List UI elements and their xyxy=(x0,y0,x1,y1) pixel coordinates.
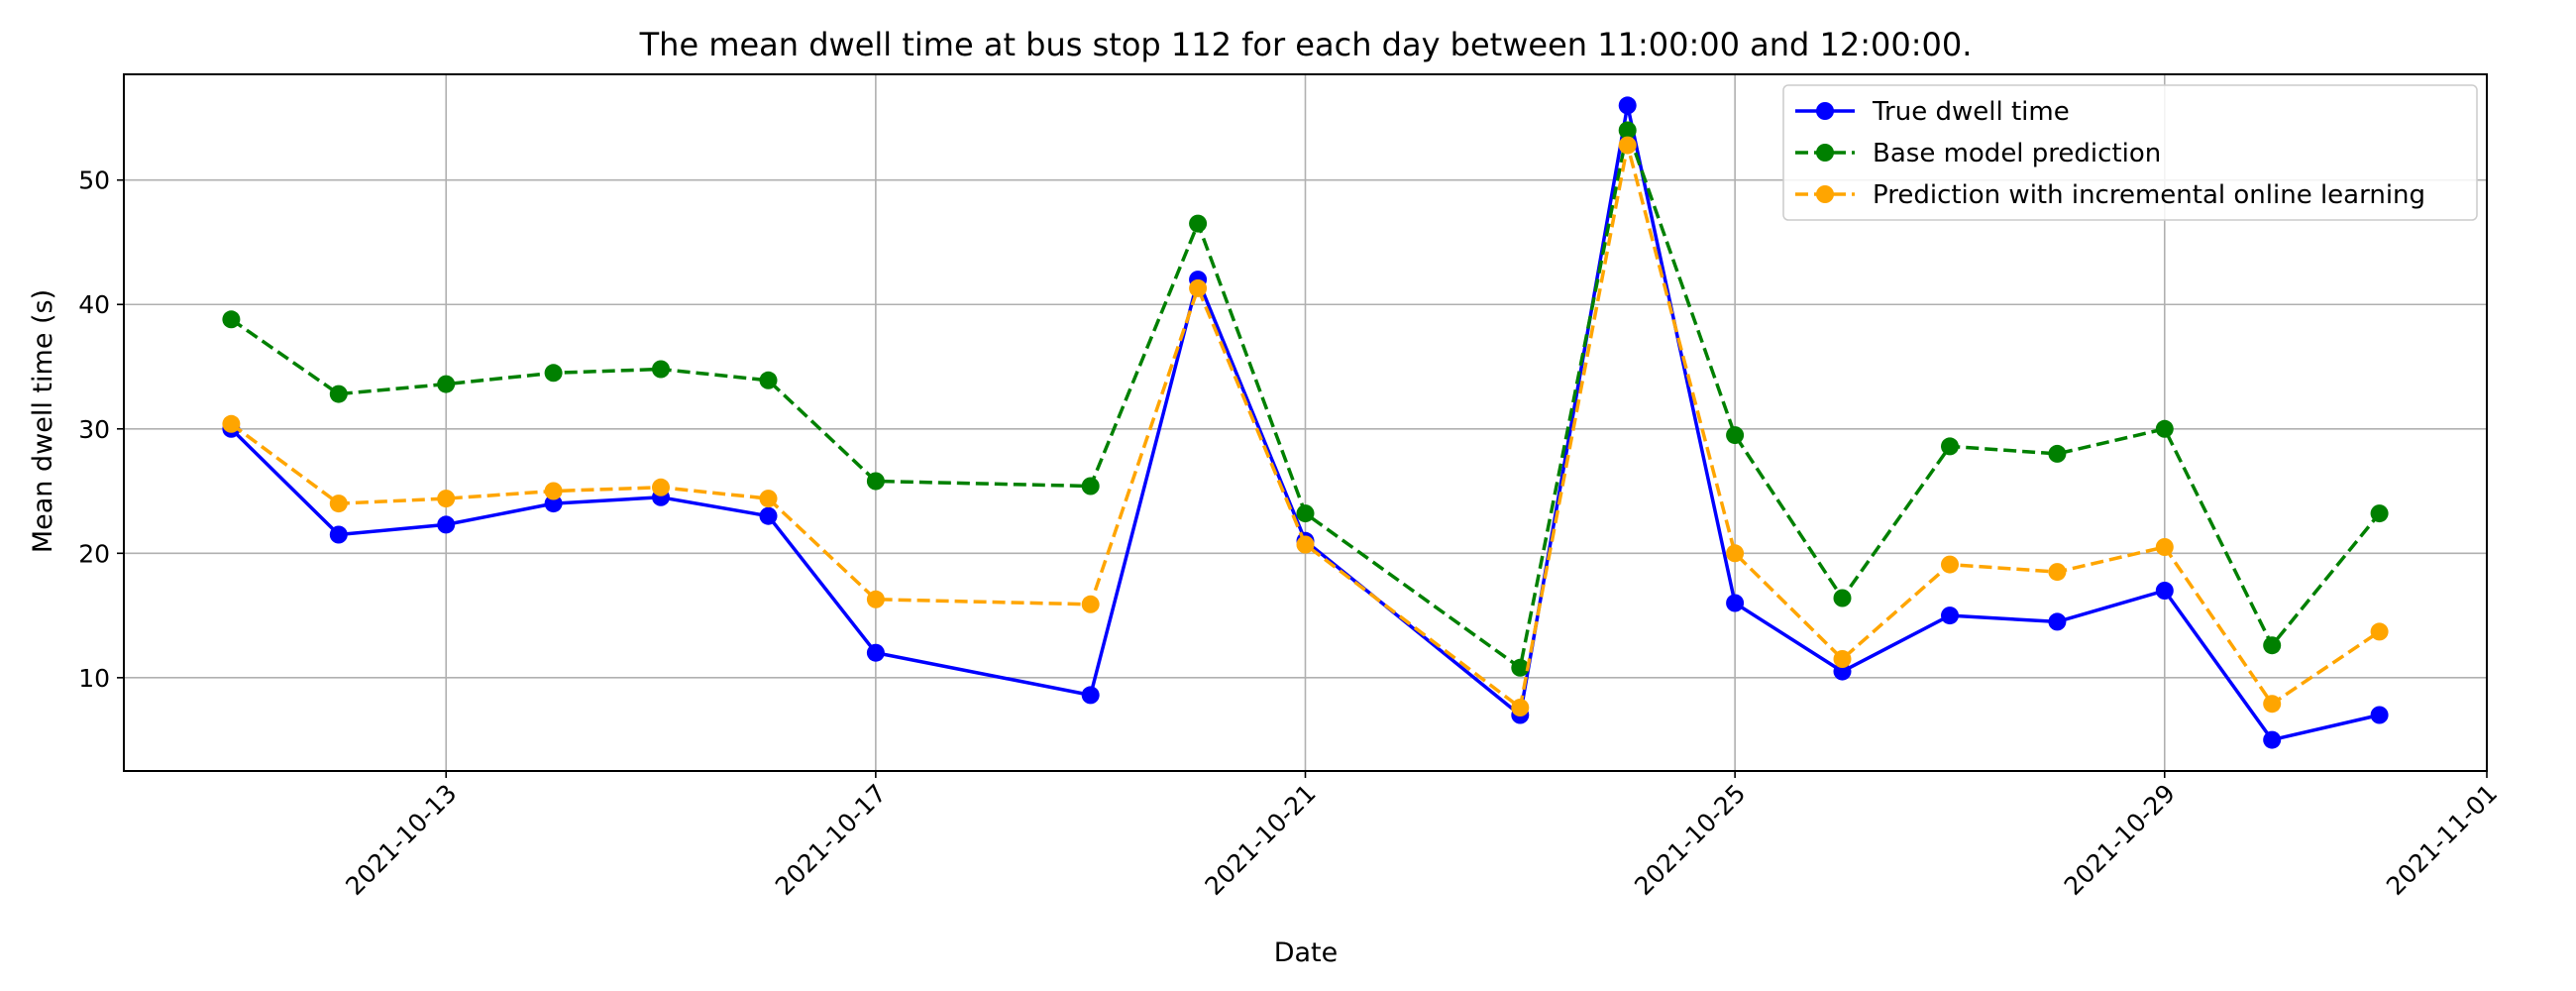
x-axis-label: Date xyxy=(1274,937,1339,968)
data-point xyxy=(544,364,563,383)
y-tick-label: 20 xyxy=(78,539,110,568)
data-point xyxy=(1296,504,1315,523)
data-point xyxy=(1833,650,1852,668)
data-point xyxy=(2370,504,2389,523)
data-point xyxy=(222,414,241,433)
data-point xyxy=(759,506,778,525)
data-point xyxy=(1833,662,1852,681)
data-point xyxy=(2370,622,2389,641)
data-point xyxy=(652,360,670,379)
data-point xyxy=(759,371,778,389)
series-3 xyxy=(222,136,2389,716)
data-point xyxy=(1618,96,1637,115)
data-point xyxy=(759,490,778,508)
data-point xyxy=(1081,595,1100,613)
data-point xyxy=(2370,706,2389,724)
data-point xyxy=(1511,699,1530,716)
legend-label: Prediction with incremental online learn… xyxy=(1873,180,2425,210)
legend-swatch-marker xyxy=(1816,185,1834,203)
data-point xyxy=(1726,594,1745,612)
data-point xyxy=(2263,636,2282,655)
data-point xyxy=(1726,544,1745,563)
series-2 xyxy=(222,121,2389,677)
legend-item: Prediction with incremental online learn… xyxy=(1795,180,2425,210)
legend-box xyxy=(1782,84,2478,221)
data-point xyxy=(652,478,670,496)
y-tick-label: 10 xyxy=(78,664,110,693)
y-axis: 10 20 30 40 50 xyxy=(78,166,124,693)
data-point xyxy=(1296,535,1315,554)
legend-swatch-marker xyxy=(1816,144,1834,162)
data-point xyxy=(1941,437,1959,456)
data-point xyxy=(2048,563,2067,582)
data-point xyxy=(2263,695,2282,714)
data-point xyxy=(1726,426,1745,445)
data-point xyxy=(1189,214,1208,233)
legend-item: True dwell time xyxy=(1795,97,2070,127)
data-point xyxy=(1618,121,1637,140)
legend-swatch-marker xyxy=(1816,102,1834,120)
legend-label: True dwell time xyxy=(1872,97,2070,127)
y-tick-label: 40 xyxy=(78,290,110,319)
data-point xyxy=(1081,686,1100,705)
y-axis-label: Mean dwell time (s) xyxy=(28,289,58,553)
data-point xyxy=(329,385,348,403)
data-point xyxy=(1833,589,1852,607)
legend: True dwell time Base model prediction Pr… xyxy=(1782,84,2478,221)
series-layer xyxy=(222,96,2389,749)
data-point xyxy=(1941,606,1959,625)
data-point xyxy=(1941,555,1959,574)
data-point xyxy=(544,482,563,500)
data-point xyxy=(437,375,456,393)
data-point xyxy=(2155,419,2174,438)
data-point xyxy=(437,490,456,508)
data-point xyxy=(866,590,885,608)
data-point xyxy=(1618,136,1637,155)
data-point xyxy=(222,310,241,329)
data-point xyxy=(329,525,348,544)
data-point xyxy=(544,495,563,513)
data-point xyxy=(2263,730,2282,749)
data-point xyxy=(1189,278,1208,297)
data-point xyxy=(329,495,348,513)
data-point xyxy=(2048,612,2067,631)
data-point xyxy=(1511,658,1530,677)
data-point xyxy=(2155,582,2174,600)
legend-label: Base model prediction xyxy=(1873,139,2161,168)
data-point xyxy=(1081,477,1100,496)
data-point xyxy=(2048,444,2067,463)
data-point xyxy=(866,472,885,491)
legend-item: Base model prediction xyxy=(1795,139,2161,168)
data-point xyxy=(866,643,885,662)
data-point xyxy=(437,515,456,534)
y-tick-label: 30 xyxy=(78,415,110,444)
chart-title: The mean dwell time at bus stop 112 for … xyxy=(639,26,1973,63)
y-tick-label: 50 xyxy=(78,166,110,195)
data-point xyxy=(2155,538,2174,556)
